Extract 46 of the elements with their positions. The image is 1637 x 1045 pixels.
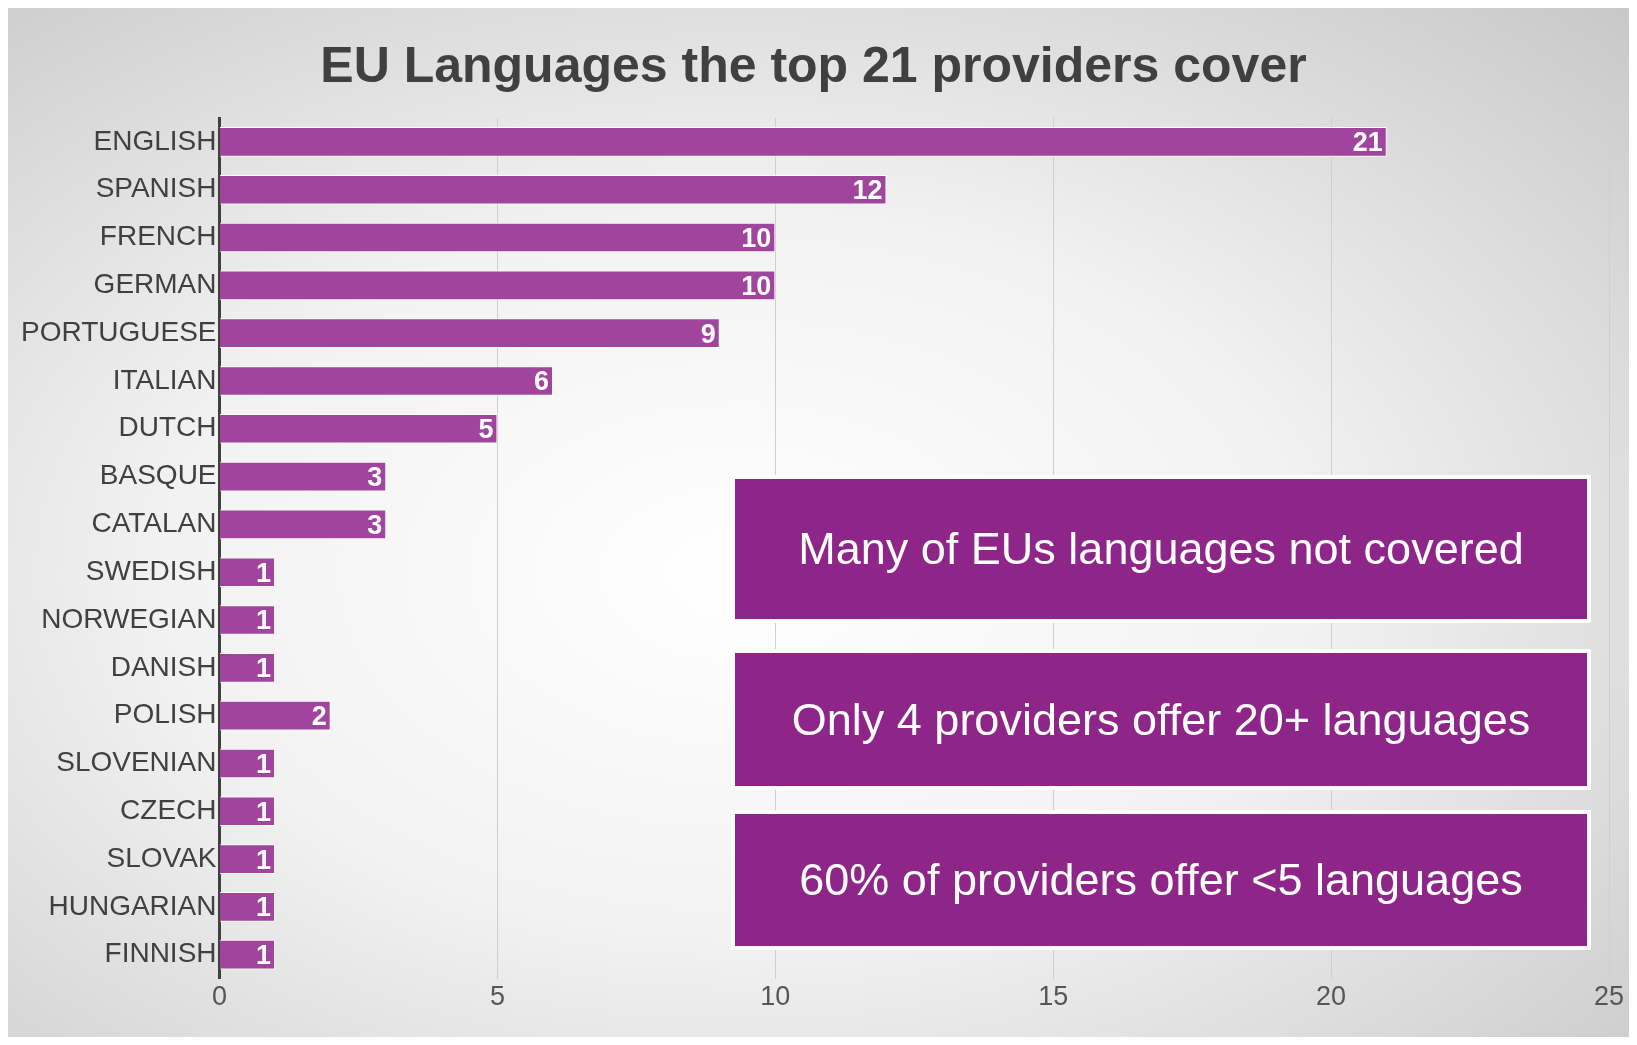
y-tick-label: FINNISH [104,937,217,969]
data-label: 1 [256,892,272,923]
y-tick-label: HUNGARIAN [48,889,217,921]
x-tick-label: 25 [1593,981,1625,1012]
y-tick-label: PORTUGUESE [20,315,217,347]
y-tick-label: DUTCH [118,411,217,443]
data-label: 1 [256,940,272,971]
data-label: 1 [256,844,272,875]
y-tick-label: BASQUE [99,459,217,491]
y-tick-label: GERMAN [93,268,217,300]
x-tick-label: 0 [212,981,228,1012]
y-tick-label: POLISH [113,698,217,730]
data-label: 1 [256,796,272,827]
x-tick-label: 20 [1316,981,1347,1012]
data-label: 1 [256,653,272,684]
y-tick-label: FRENCH [99,220,217,252]
data-label: 9 [700,318,716,349]
y-tick-label: SPANISH [95,172,217,204]
x-tick-label: 15 [1038,981,1069,1012]
y-tick-label: NORWEGIAN [41,602,217,634]
y-tick-label: SLOVENIAN [56,746,217,778]
data-label: 5 [478,414,494,445]
data-label: 6 [533,366,549,397]
data-label: 21 [1352,127,1383,158]
annotation: Many of EUs languages not covered [731,475,1591,623]
y-tick-label: ENGLISH [93,124,217,156]
data-label: 10 [741,222,772,253]
annotation: 60% of providers offer <5 languages [731,810,1591,950]
data-label: 1 [256,748,272,779]
data-label: 10 [741,270,772,301]
y-tick-label: SLOVAK [106,841,217,873]
data-label: 1 [256,557,272,588]
data-label: 12 [852,175,883,206]
data-label: 1 [256,605,272,636]
data-label: 2 [311,701,327,732]
x-tick-label: 5 [489,981,505,1012]
x-tick-label: 10 [760,981,791,1012]
data-label: 3 [367,462,383,493]
y-tick-label: ITALIAN [112,363,217,395]
y-tick-label: CZECH [120,793,217,825]
y-tick-label: SWEDISH [85,554,217,586]
chart-title: EU Languages the top 21 providers cover [320,36,1307,93]
annotation: Only 4 providers offer 20+ languages [731,649,1591,790]
y-tick-label: CATALAN [91,507,217,539]
data-label: 3 [367,509,383,540]
y-tick-label: DANISH [110,650,217,682]
